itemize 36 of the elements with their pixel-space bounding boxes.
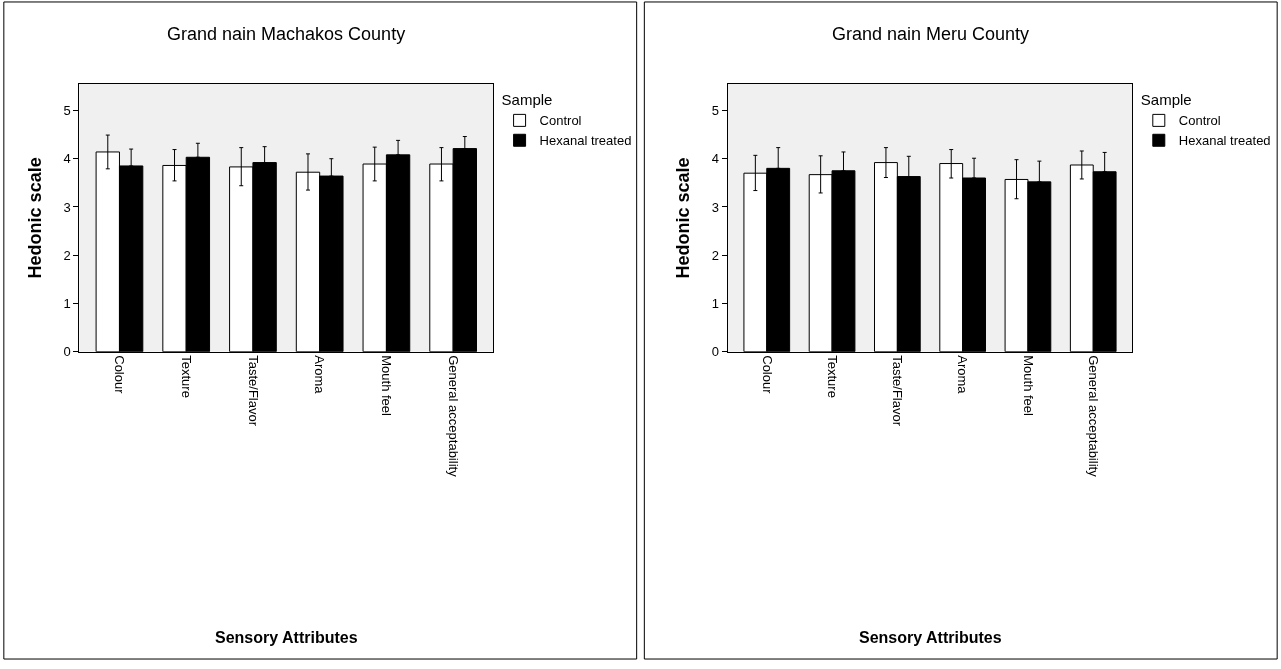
x-tick-label: Colour bbox=[112, 355, 128, 395]
y-tick-label: 4 bbox=[63, 151, 71, 167]
y-tick-label: 2 bbox=[711, 247, 720, 263]
y-tick-label: 3 bbox=[63, 199, 71, 215]
y-tick-label: 0 bbox=[711, 344, 720, 360]
x-tick-label: Mouth feel bbox=[379, 355, 395, 417]
y-tick-label: 1 bbox=[711, 295, 720, 311]
legend-title: Sample bbox=[501, 91, 553, 109]
x-tick-label: Texture bbox=[824, 355, 840, 398]
y-tick-label: 0 bbox=[63, 344, 71, 360]
legend-label: Hexanal treated bbox=[1178, 133, 1271, 149]
y-tick-label: 1 bbox=[63, 295, 71, 311]
y-tick-label: 2 bbox=[63, 247, 71, 263]
y-tick-label: 3 bbox=[711, 199, 720, 215]
x-axis-title: Sensory Attributes bbox=[859, 629, 1002, 646]
x-tick-label: Colour bbox=[759, 355, 775, 395]
y-tick-label: 4 bbox=[711, 151, 720, 167]
y-tick-label: 5 bbox=[63, 103, 71, 119]
legend-title: Sample bbox=[1140, 91, 1192, 109]
y-tick-label: 5 bbox=[711, 103, 720, 119]
x-tick-label: Taste/Flavor bbox=[245, 355, 261, 427]
legend-label: Hexanal treated bbox=[539, 133, 632, 149]
chart-title: Grand nain Machakos County bbox=[167, 24, 406, 44]
legend-label: Control bbox=[539, 113, 582, 129]
x-axis-title: Sensory Attributes bbox=[215, 629, 358, 646]
x-tick-label: Taste/Flavor bbox=[890, 355, 906, 427]
x-tick-label: Aroma bbox=[955, 355, 971, 395]
y-axis-title: Hedonic scale bbox=[24, 157, 45, 279]
x-tick-label: General acceptability bbox=[1086, 355, 1101, 478]
chart-title: Grand nain Meru County bbox=[832, 24, 1030, 44]
legend-label: Control bbox=[1178, 113, 1221, 129]
x-tick-label: General acceptability bbox=[445, 355, 461, 478]
x-tick-label: Aroma bbox=[312, 355, 328, 395]
x-tick-label: Texture bbox=[178, 355, 194, 398]
x-tick-label: Mouth feel bbox=[1020, 355, 1036, 417]
y-axis-title: Hedonic scale bbox=[672, 157, 693, 279]
